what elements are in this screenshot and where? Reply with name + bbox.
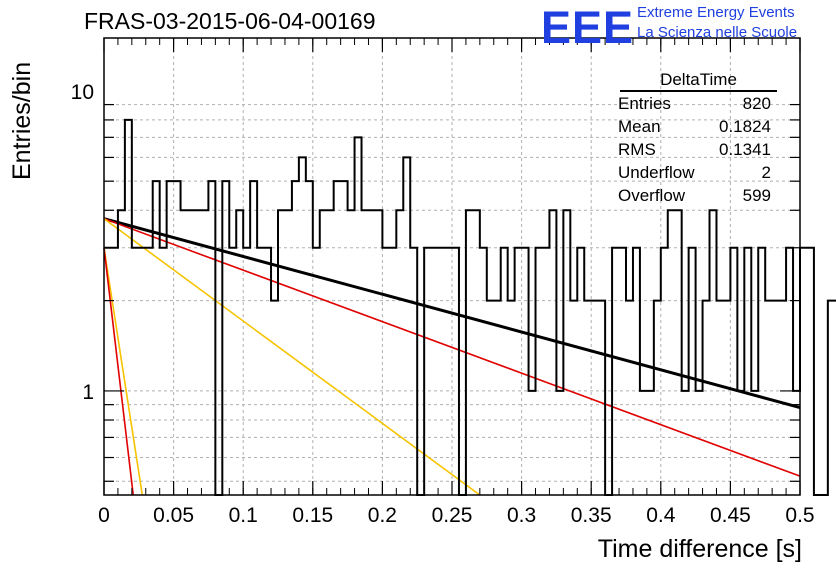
- logo-line-1: Extreme Energy Events: [637, 4, 795, 21]
- x-tick-label: 0.3: [507, 504, 536, 527]
- y-tick-label: 10: [71, 81, 94, 104]
- chart-title: FRAS-03-2015-06-04-00169: [84, 8, 376, 34]
- stats-value: 2: [761, 163, 771, 182]
- x-tick-label: 0.1: [229, 504, 258, 527]
- stats-label: RMS: [618, 140, 656, 159]
- x-tick-label: 0.4: [646, 504, 676, 527]
- fit-line-0: [103, 217, 801, 410]
- histogram-bars: [104, 118, 836, 496]
- stats-title: DeltaTime: [620, 70, 777, 92]
- x-tick-label: 0: [98, 504, 110, 527]
- stats-row-underflow: Underflow 2: [613, 161, 777, 184]
- y-tick-label: 1: [82, 381, 94, 404]
- stats-label: Overflow: [618, 186, 686, 205]
- stats-value: 599: [742, 186, 771, 205]
- x-tick-label: 0.5: [785, 504, 814, 527]
- stats-value: 0.1341: [719, 140, 771, 159]
- stats-value: 820: [742, 94, 771, 113]
- logo-line-2: La Scienza nelle Scuole: [637, 24, 798, 41]
- stats-box: DeltaTime Entries 820 Mean 0.1824 RMS 0.…: [613, 70, 777, 207]
- stats-label: Entries: [618, 94, 671, 113]
- eee-logo: EEE: [541, 2, 635, 53]
- stats-value: 0.1824: [719, 117, 771, 136]
- x-tick-label: 0.2: [368, 504, 397, 527]
- stats-label: Mean: [618, 117, 661, 136]
- tick-labels: 0 0.05 0.1 0.15 0.2 0.25 0.3 0.35 0.4 0.45 0.5 1 10: [71, 81, 815, 527]
- fit-line-4: [103, 247, 135, 496]
- histogram-outline: [104, 118, 836, 496]
- x-tick-label: 0.45: [710, 504, 751, 527]
- x-tick-label: 0.15: [292, 504, 333, 527]
- x-tick-label: 0.05: [153, 504, 194, 527]
- stats-row-mean: Mean 0.1824: [613, 115, 777, 138]
- x-axis-label: Time difference [s]: [597, 535, 802, 563]
- fit-line-3: [103, 247, 144, 496]
- x-tick-label: 0.25: [432, 504, 473, 527]
- stats-label: Underflow: [618, 163, 695, 182]
- fit-line-1: [103, 217, 801, 477]
- axis-ticks: [103, 38, 801, 495]
- stats-row-overflow: Overflow 599: [613, 184, 777, 207]
- x-tick-label: 0.35: [571, 504, 612, 527]
- stats-row-rms: RMS 0.1341: [613, 138, 777, 161]
- stats-row-entries: Entries 820: [613, 92, 777, 115]
- y-axis-label: Entries/bin: [8, 61, 36, 180]
